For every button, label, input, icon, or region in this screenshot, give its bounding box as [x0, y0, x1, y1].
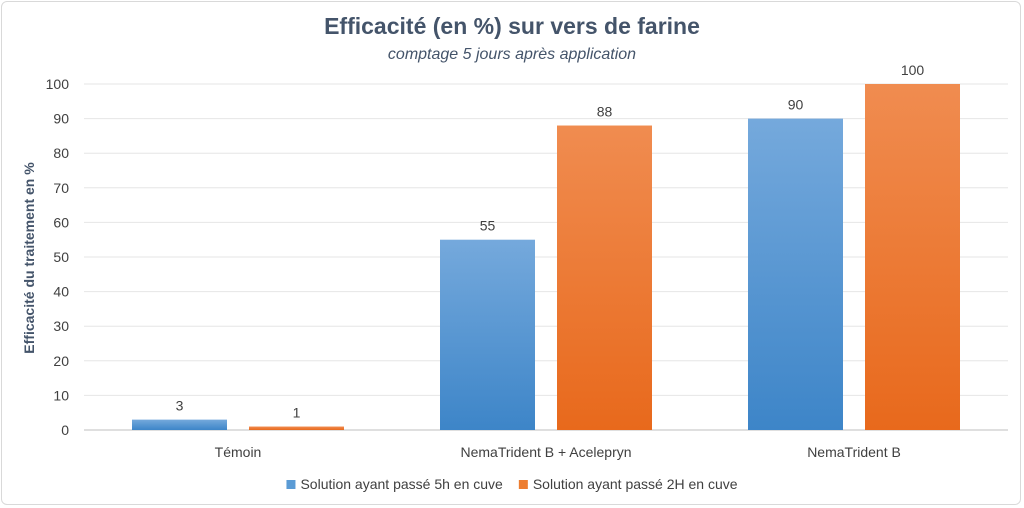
y-axis-label: Efficacité du traitement en %: [21, 162, 37, 354]
data-labels: 3 1 55 88 90 100: [176, 62, 925, 421]
y-tick-label: 70: [53, 180, 69, 196]
y-tick-label: 100: [46, 76, 70, 92]
y-tick-label: 50: [53, 249, 69, 265]
y-tick-label: 30: [53, 318, 69, 334]
x-tick-label: Témoin: [215, 444, 262, 460]
data-label: 100: [901, 62, 925, 78]
bar: [865, 84, 960, 430]
y-tick-label: 0: [61, 422, 69, 438]
bar: [440, 239, 535, 430]
y-tick-label: 40: [53, 284, 69, 300]
legend-swatch: [286, 480, 296, 489]
data-label: 1: [293, 405, 301, 421]
y-tick-label: 20: [53, 353, 69, 369]
chart-subtitle: comptage 5 jours après application: [388, 46, 636, 63]
legend-label: Solution ayant passé 2H en cuve: [533, 476, 738, 492]
x-tick-label: NemaTrident B + Acelepryn: [460, 444, 631, 460]
data-label: 88: [597, 104, 613, 120]
y-tick-label: 10: [53, 387, 69, 403]
bar: [249, 426, 344, 430]
legend: Solution ayant passé 5h en cuve Solution …: [286, 476, 738, 492]
legend-label: Solution ayant passé 5h en cuve: [300, 476, 503, 492]
chart-title: Efficacité (en %) sur vers de farine: [324, 13, 700, 39]
legend-swatch: [518, 480, 528, 489]
bar: [557, 125, 652, 431]
bars: [132, 84, 960, 431]
x-tick-label: NemaTrident B: [807, 444, 901, 460]
category-labels: Témoin NemaTrident B + Acelepryn NemaTride…: [215, 444, 901, 460]
bar: [132, 419, 227, 430]
data-label: 90: [788, 97, 804, 113]
y-tick-label: 80: [53, 145, 69, 161]
y-tick-labels: 0 10 20 30 40 50 60 70 80 90 100: [46, 76, 70, 438]
y-tick-label: 90: [53, 111, 69, 127]
data-label: 55: [480, 218, 496, 234]
gridlines: [84, 83, 1008, 431]
bar: [748, 118, 843, 430]
y-tick-label: 60: [53, 214, 69, 230]
data-label: 3: [176, 398, 184, 414]
